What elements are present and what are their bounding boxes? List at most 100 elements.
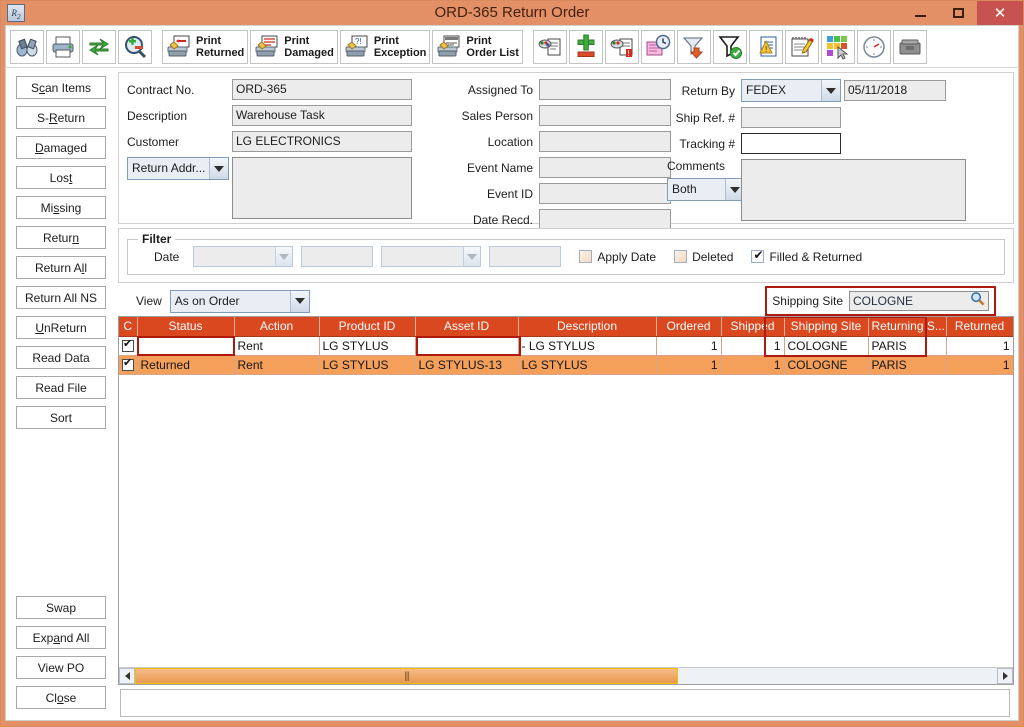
sidebar-item-read-file[interactable]: Read File [16, 376, 106, 399]
cell-description[interactable]: LG STYLUS [518, 355, 657, 375]
grid-header-shipped[interactable]: Shipped [721, 317, 785, 337]
edit-notes-button[interactable] [784, 29, 819, 64]
cell-description[interactable]: - LG STYLUS [518, 336, 657, 356]
cell-ordered[interactable]: 1 [656, 355, 722, 375]
tracking-field[interactable] [741, 133, 841, 154]
scroll-left-button[interactable] [119, 668, 135, 684]
scroll-right-button[interactable] [997, 668, 1013, 684]
scroll-thumb[interactable]: ||| [135, 668, 679, 684]
filled-returned-checkbox[interactable]: Filled & Returned [751, 248, 862, 264]
grid-empty-area[interactable] [119, 374, 1013, 667]
assigned-to-field[interactable] [539, 79, 671, 100]
cell-c[interactable] [119, 355, 138, 375]
sales-person-field[interactable] [539, 105, 671, 126]
customer-field[interactable]: LG ELECTRONICS [232, 131, 412, 152]
sidebar-item-close[interactable]: Cl o se [16, 686, 106, 709]
row-checkbox[interactable] [122, 356, 134, 372]
cell-returning_site[interactable]: PARIS [868, 355, 947, 375]
cell-c[interactable] [119, 336, 138, 356]
cell-asset_id[interactable] [415, 336, 519, 356]
grid-header-description[interactable]: Description [518, 317, 657, 337]
print-button[interactable] [46, 29, 80, 64]
sidebar-item-missing[interactable]: Mi s sing [16, 196, 106, 219]
event-name-field[interactable] [539, 157, 671, 178]
description-field[interactable]: Warehouse Task [232, 105, 412, 126]
timer-button[interactable] [856, 29, 891, 64]
scroll-track[interactable]: ||| [135, 668, 997, 684]
cell-product_id[interactable]: LG STYLUS [319, 336, 416, 356]
comments-mode-dropdown[interactable]: Both [667, 178, 745, 201]
cell-product_id[interactable]: LG STYLUS [319, 355, 416, 375]
cell-ordered[interactable]: 1 [656, 336, 722, 356]
cell-po[interactable] [1013, 336, 1014, 355]
date-recd-field[interactable] [539, 209, 671, 230]
cell-status[interactable]: Returned [137, 355, 235, 375]
cell-po[interactable] [1013, 355, 1014, 374]
sidebar-item-read-data[interactable]: Read Data [16, 346, 106, 369]
horizontal-scrollbar[interactable]: ||| [119, 667, 1013, 684]
view-binoculars-button[interactable] [10, 29, 44, 64]
grid-header-status[interactable]: Status [137, 317, 235, 337]
contract-no-field[interactable]: ORD-365 [232, 79, 412, 100]
grid-header-c[interactable]: C [119, 317, 138, 337]
cell-asset_id[interactable]: LG STYLUS-13 [415, 355, 519, 375]
cell-action[interactable]: Rent [234, 336, 320, 356]
select-layout-button[interactable] [820, 29, 855, 64]
archive-button[interactable] [892, 29, 927, 64]
minimize-button[interactable] [901, 1, 939, 25]
deleted-checkbox[interactable]: Deleted [674, 250, 733, 264]
sidebar-item-return-all-ns[interactable]: Return All NS [16, 286, 106, 309]
cell-shipping_site[interactable]: COLOGNE [784, 336, 869, 356]
cell-returned[interactable]: 1 [946, 336, 1013, 356]
comments-textarea[interactable] [741, 159, 966, 221]
grid-header-po[interactable]: PO / [1013, 317, 1014, 336]
grid-header-returning_site[interactable]: Returning S... [868, 317, 947, 337]
filter-date-from-field[interactable] [301, 246, 374, 267]
grid-header-returned[interactable]: Returned [946, 317, 1013, 337]
apply-filter-button[interactable] [712, 29, 747, 64]
grid-header-action[interactable]: Action [234, 317, 320, 337]
grid-header-asset_id[interactable]: Asset ID [415, 317, 519, 337]
return-address-text[interactable] [232, 157, 412, 219]
cell-returned[interactable]: 1 [946, 355, 1013, 375]
cell-status[interactable] [137, 336, 235, 356]
copy-records-button[interactable] [532, 29, 567, 64]
grid-header-ordered[interactable]: Ordered [656, 317, 722, 337]
sidebar-item-swap[interactable]: Swap [16, 596, 106, 619]
row-checkbox[interactable] [122, 337, 134, 353]
sidebar-item-view-po[interactable]: View PO [16, 656, 106, 679]
cell-shipped[interactable]: 1 [721, 336, 785, 356]
filter-date-to-field[interactable] [489, 246, 562, 267]
filter-date-from-operator[interactable] [193, 246, 294, 267]
print-order-list-button[interactable]: Print Order List [432, 29, 523, 64]
apply-date-checkbox[interactable]: Apply Date [579, 250, 656, 264]
history-button[interactable] [640, 29, 675, 64]
cell-returning_site[interactable]: PARIS [868, 336, 947, 356]
grid-header-product_id[interactable]: Product ID [319, 317, 416, 337]
location-field[interactable] [539, 131, 671, 152]
print-damaged-button[interactable]: Print Damaged [250, 29, 338, 64]
shipping-site-input[interactable]: COLOGNE [849, 291, 989, 311]
cell-shipping_site[interactable]: COLOGNE [784, 355, 869, 375]
print-returned-button[interactable]: Print Returned [162, 29, 249, 64]
add-record-button[interactable] [568, 29, 603, 64]
filter-date-to-operator[interactable] [381, 246, 482, 267]
print-exception-button[interactable]: ?! Print Exception [339, 29, 431, 64]
sidebar-item-sort[interactable]: Sort [16, 406, 106, 429]
exception-report-button[interactable]: ! [748, 29, 783, 64]
cell-shipped[interactable]: 1 [721, 355, 785, 375]
view-dropdown[interactable]: As on Order [169, 289, 310, 313]
zoom-add-remove-button[interactable] [118, 29, 152, 64]
sidebar-item-return[interactable]: Retur n [16, 226, 106, 249]
cell-action[interactable]: Rent [234, 355, 320, 375]
sidebar-item-lost[interactable]: Los t [16, 166, 106, 189]
alert-record-button[interactable]: ! [604, 29, 639, 64]
refresh-button[interactable] [82, 29, 116, 64]
